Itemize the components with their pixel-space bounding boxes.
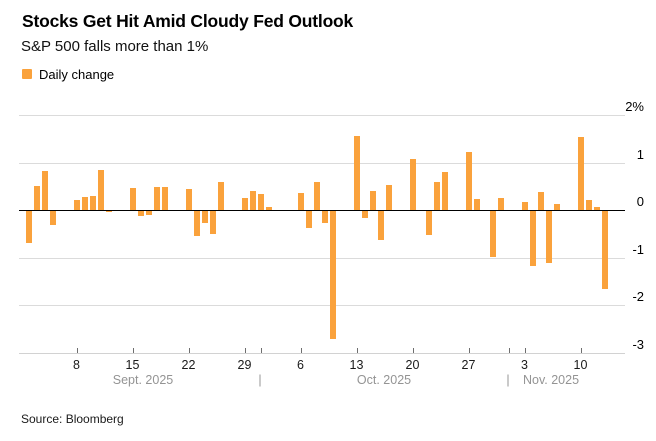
bar bbox=[385, 184, 392, 210]
bar bbox=[49, 210, 56, 226]
bar bbox=[305, 210, 312, 228]
month-separator: | bbox=[506, 372, 510, 387]
bar bbox=[601, 210, 608, 289]
bar bbox=[105, 210, 112, 213]
bar bbox=[161, 186, 168, 210]
bar bbox=[249, 190, 256, 210]
bar bbox=[593, 207, 600, 210]
bar bbox=[313, 182, 320, 210]
x-tick bbox=[524, 347, 526, 353]
y-axis-label: 2% bbox=[625, 99, 644, 114]
bar bbox=[465, 151, 472, 210]
bar bbox=[129, 187, 136, 210]
y-axis-label: 1 bbox=[636, 146, 644, 162]
bar bbox=[209, 210, 216, 234]
bar bbox=[89, 195, 96, 210]
x-tick-label: 15 bbox=[125, 357, 140, 372]
page-title: Stocks Get Hit Amid Cloudy Fed Outlook bbox=[22, 11, 354, 31]
gridline bbox=[19, 305, 625, 306]
source-note: Source: Bloomberg bbox=[21, 412, 124, 426]
bar bbox=[41, 170, 48, 210]
x-tick-label: 3 bbox=[521, 357, 528, 372]
bar bbox=[265, 207, 272, 210]
x-tick bbox=[132, 347, 134, 353]
bar bbox=[473, 199, 480, 210]
page-subtitle: S&P 500 falls more than 1% bbox=[21, 38, 209, 55]
gridline bbox=[19, 257, 625, 259]
bar bbox=[441, 172, 448, 210]
x-tick bbox=[300, 347, 302, 353]
bar bbox=[497, 197, 504, 210]
bar bbox=[201, 210, 208, 224]
month-label: Nov. 2025 bbox=[522, 372, 580, 387]
x-tick bbox=[76, 347, 78, 353]
bar bbox=[545, 210, 552, 264]
x-tick bbox=[244, 347, 246, 353]
bar bbox=[241, 197, 248, 210]
x-tick-label: 22 bbox=[181, 357, 196, 372]
bar bbox=[217, 181, 224, 210]
month-separator: | bbox=[258, 372, 262, 387]
y-axis-label: -3 bbox=[632, 336, 644, 352]
bar bbox=[585, 200, 592, 210]
bar bbox=[329, 210, 336, 339]
x-tick-label: 8 bbox=[73, 357, 80, 372]
x-tick bbox=[468, 347, 470, 353]
bar bbox=[521, 201, 528, 210]
bar bbox=[153, 187, 160, 210]
x-axis-line bbox=[19, 352, 625, 354]
month-label: Sept. 2025 bbox=[112, 372, 174, 387]
zero-baseline bbox=[19, 209, 625, 211]
bar bbox=[489, 210, 496, 258]
x-tick-label: 13 bbox=[349, 357, 364, 372]
bar bbox=[321, 210, 328, 224]
x-tick bbox=[260, 347, 262, 353]
x-tick bbox=[580, 347, 582, 353]
bar bbox=[577, 136, 584, 210]
x-tick bbox=[188, 347, 190, 353]
bar bbox=[137, 210, 144, 217]
legend-label: Daily change bbox=[39, 66, 115, 82]
y-axis-label: -1 bbox=[632, 241, 644, 257]
x-tick bbox=[412, 347, 414, 353]
bar bbox=[257, 193, 264, 210]
bar bbox=[529, 210, 536, 266]
bar bbox=[73, 200, 80, 210]
bar bbox=[377, 210, 384, 240]
bar bbox=[81, 197, 88, 210]
x-tick-label: 10 bbox=[573, 357, 588, 372]
bar bbox=[25, 210, 32, 243]
daily-change-bar-chart: 2% 1 0 -1 -2 -3 8 15 22 29 6 13 20 27 3 10 Sept. 2025 Oct… bbox=[0, 95, 656, 395]
x-tick-label: 20 bbox=[405, 357, 420, 372]
gridline bbox=[19, 162, 625, 164]
bar bbox=[193, 210, 200, 237]
bar bbox=[145, 210, 152, 215]
y-axis-label: -2 bbox=[632, 289, 644, 304]
bar bbox=[537, 192, 544, 210]
bar bbox=[553, 203, 560, 210]
x-tick-label: 27 bbox=[461, 357, 476, 372]
legend-swatch-icon bbox=[22, 69, 32, 79]
bar bbox=[353, 135, 360, 210]
x-tick bbox=[508, 347, 510, 353]
month-label: Oct. 2025 bbox=[356, 372, 412, 387]
legend: Daily change bbox=[22, 66, 114, 82]
bar bbox=[425, 210, 432, 236]
bar bbox=[433, 182, 440, 210]
y-axis-label: 0 bbox=[636, 194, 644, 209]
x-tick bbox=[356, 347, 358, 353]
bar bbox=[33, 185, 40, 210]
bar bbox=[185, 189, 192, 210]
bar bbox=[369, 191, 376, 210]
bar bbox=[409, 159, 416, 210]
bar bbox=[361, 210, 368, 218]
bar bbox=[297, 192, 304, 210]
gridline bbox=[19, 115, 625, 116]
bar bbox=[97, 169, 104, 210]
x-tick-label: 6 bbox=[297, 357, 304, 372]
x-tick-label: 29 bbox=[237, 357, 252, 372]
